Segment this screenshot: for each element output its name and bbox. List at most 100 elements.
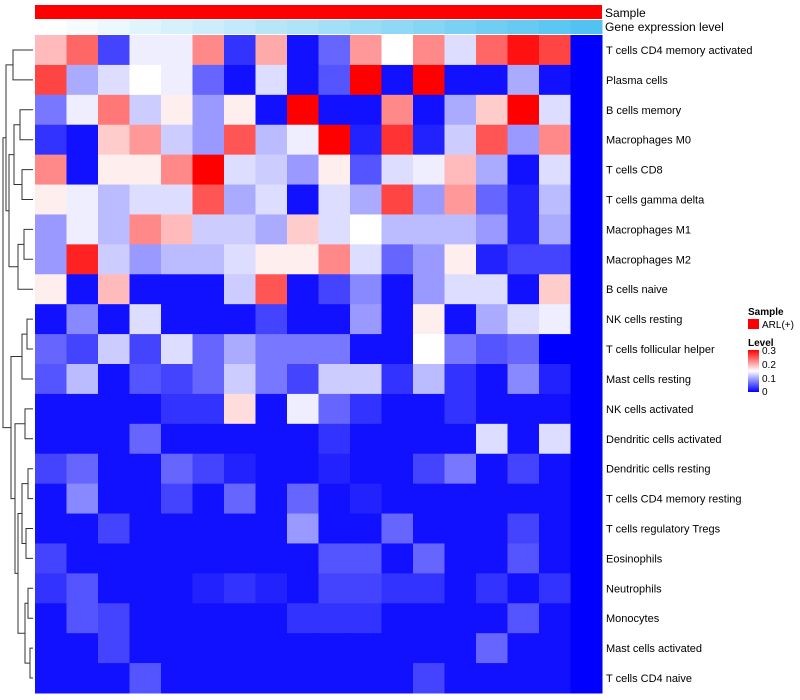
- heatmap-cell: [570, 423, 603, 455]
- heatmap-cell: [381, 154, 414, 186]
- heatmap-cell: [318, 513, 351, 544]
- heatmap-cell: [161, 423, 193, 455]
- heatmap-cell: [98, 94, 130, 126]
- heatmap-cell: [255, 364, 288, 395]
- heatmap-cell: [255, 573, 288, 604]
- heatmap-cell: [476, 154, 508, 186]
- heatmap-cell: [570, 364, 603, 395]
- heatmap-cell: [413, 543, 445, 574]
- heatmap-cell: [381, 334, 414, 365]
- heatmap-cell: [35, 244, 67, 275]
- heatmap-cell: [539, 364, 571, 395]
- heatmap-cell: [35, 453, 67, 485]
- heatmap-cell: [161, 483, 193, 515]
- heatmap-cell: [570, 244, 603, 275]
- heatmap-cell: [413, 633, 445, 664]
- heatmap-cell: [161, 663, 193, 694]
- heatmap-cell: [444, 663, 477, 694]
- heatmap-cell: [507, 244, 540, 275]
- heatmap-cell: [350, 603, 382, 634]
- heatmap-cell: [444, 304, 477, 335]
- heatmap-cell: [66, 214, 99, 245]
- heatmap-cell: [476, 543, 508, 574]
- heatmap-cell: [66, 154, 99, 186]
- heatmap-cell: [476, 244, 508, 275]
- heatmap-cell: [224, 214, 256, 245]
- heatmap-cell: [476, 124, 508, 156]
- dendrogram-branch: [29, 647, 33, 679]
- heatmap-cell: [507, 184, 540, 215]
- heatmap-cell: [129, 603, 162, 634]
- heatmap-cell: [66, 364, 99, 395]
- heatmap-cell: [444, 64, 477, 96]
- heatmap-cell: [507, 633, 540, 664]
- heatmap-cell: [161, 543, 193, 574]
- heatmap-cell: [476, 603, 508, 634]
- heatmap-cell: [507, 603, 540, 634]
- heatmap-cell: [161, 244, 193, 275]
- heatmap-cell: [161, 304, 193, 335]
- row-label: Dendritic cells activated: [606, 434, 722, 446]
- heatmap-cell: [35, 94, 67, 126]
- heatmap-cell: [129, 35, 162, 66]
- heatmap-cell: [129, 364, 162, 395]
- heatmap-cell: [570, 483, 603, 515]
- row-label: T cells follicular helper: [606, 344, 715, 356]
- heatmap-cell: [161, 94, 193, 126]
- heatmap-cell: [255, 124, 288, 156]
- heatmap-cell: [444, 154, 477, 186]
- heatmap-cell: [35, 393, 67, 425]
- heatmap-cell: [224, 244, 256, 275]
- sample-annotation-bar: [35, 5, 602, 19]
- heatmap-cell: [444, 184, 477, 215]
- heatmap-cell: [255, 274, 288, 305]
- heatmap-cell: [507, 663, 540, 694]
- heatmap-cell: [444, 483, 477, 515]
- heatmap-cell: [381, 603, 414, 634]
- heatmap-cell: [381, 214, 414, 245]
- heatmap-cell: [287, 513, 319, 544]
- heatmap-cell: [444, 334, 477, 365]
- heatmap-cell: [287, 304, 319, 335]
- heatmap-cell: [35, 124, 67, 156]
- heatmap-cell: [507, 154, 540, 186]
- heatmap-cell: [287, 423, 319, 455]
- heatmap-cell: [318, 304, 351, 335]
- heatmap-cell: [318, 573, 351, 604]
- heatmap-cell: [224, 543, 256, 574]
- heatmap-cell: [476, 573, 508, 604]
- heatmap-cell: [287, 274, 319, 305]
- heatmap-cell: [381, 483, 414, 515]
- heatmap-cell: [381, 663, 414, 694]
- heatmap-cell: [255, 393, 288, 425]
- heatmap-cell: [98, 35, 130, 66]
- heatmap-cell: [98, 304, 130, 335]
- heatmap-cell: [350, 304, 382, 335]
- heatmap-cell: [476, 483, 508, 515]
- heatmap-cell: [444, 393, 477, 425]
- heatmap-cell: [413, 154, 445, 186]
- heatmap-cell: [224, 94, 256, 126]
- legend-sample-title: Sample: [748, 307, 784, 318]
- heatmap-cell: [287, 64, 319, 96]
- heatmap-cell: [318, 393, 351, 425]
- row-label: Dendritic cells resting: [606, 464, 711, 476]
- heatmap-cell: [255, 94, 288, 126]
- heatmap-cell: [287, 154, 319, 186]
- heatmap-cell: [192, 423, 225, 455]
- heatmap-cell: [66, 124, 99, 156]
- row-label: Mast cells activated: [606, 643, 702, 655]
- heatmap-cells: [35, 35, 603, 694]
- heatmap-cell: [98, 483, 130, 515]
- dendrogram-branch: [27, 468, 33, 500]
- heatmap-cell: [161, 274, 193, 305]
- heatmap-cell: [255, 453, 288, 485]
- heatmap-cell: [98, 603, 130, 634]
- heatmap-cell: [66, 244, 99, 275]
- dendrogram-branch: [13, 124, 22, 185]
- heatmap-cell: [35, 573, 67, 604]
- heatmap-cell: [129, 393, 162, 425]
- heatmap-cell: [255, 663, 288, 694]
- heatmap-cell: [66, 573, 99, 604]
- heatmap-cell: [255, 214, 288, 245]
